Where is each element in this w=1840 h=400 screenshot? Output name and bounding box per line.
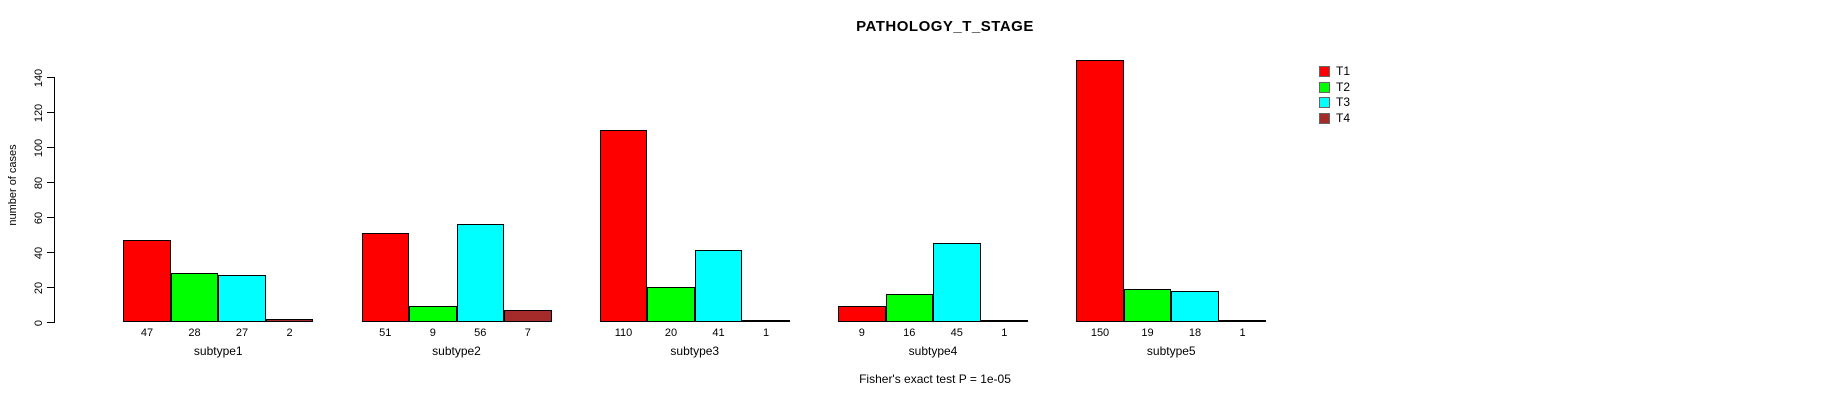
legend-label-T3: T3 (1336, 95, 1351, 110)
legend-swatch-T4 (1319, 113, 1330, 125)
legend-label-T1: T1 (1336, 64, 1351, 79)
bar-T4-subtype4 (980, 320, 1028, 323)
bar-value-label: 110 (614, 327, 633, 339)
bar-T2-subtype2 (409, 306, 457, 322)
bar-T4-subtype1 (265, 318, 314, 322)
bar-T2-subtype3 (647, 287, 695, 322)
bar-value-label: 41 (712, 327, 725, 339)
legend-label-T4: T4 (1336, 111, 1351, 126)
bar-T4-subtype2 (504, 309, 552, 322)
legend-swatch-T3 (1319, 97, 1330, 109)
bar-value-label: 9 (858, 327, 865, 339)
legend: T1 T2 T3 T4 (1319, 64, 1350, 126)
bar-value-label: 1 (762, 327, 770, 339)
bar-T2-subtype5 (1123, 288, 1172, 322)
bar-T1-subtype4 (838, 306, 886, 322)
legend-label-T2: T2 (1336, 79, 1351, 94)
y-tick-mark (47, 112, 54, 113)
y-tick-label: 0 (33, 319, 45, 326)
category-label-subtype4: subtype4 (908, 344, 958, 358)
bar-T1-subtype1 (123, 239, 171, 322)
y-tick-label: 100 (33, 138, 45, 157)
y-tick-label: 20 (33, 281, 45, 294)
bar-value-label: 45 (950, 327, 963, 339)
category-label-subtype5: subtype5 (1146, 344, 1196, 358)
y-tick-mark (47, 287, 54, 288)
bar-T2-subtype1 (170, 273, 219, 322)
category-label-subtype1: subtype1 (193, 344, 243, 358)
y-tick-label: 60 (33, 211, 45, 224)
legend-item-T4: T4 (1319, 111, 1350, 127)
bar-T4-subtype3 (742, 320, 790, 323)
legend-item-T1: T1 (1319, 64, 1350, 80)
y-tick-mark (47, 182, 54, 183)
y-tick-label: 140 (33, 68, 45, 87)
bar-value-label: 56 (474, 327, 487, 339)
bar-T4-subtype5 (1218, 320, 1267, 323)
annotation-fisher-test: Fisher's exact test P = 1e-05 (859, 372, 1011, 386)
y-tick-label: 80 (33, 176, 45, 189)
bar-T3-subtype4 (933, 243, 981, 322)
bar-value-label: 28 (188, 327, 201, 339)
legend-item-T2: T2 (1319, 80, 1350, 96)
bar-T2-subtype4 (885, 294, 933, 322)
category-label-subtype2: subtype2 (432, 344, 481, 358)
bar-value-label: 7 (524, 327, 531, 339)
bar-value-label: 1 (1239, 327, 1246, 339)
bar-value-label: 16 (903, 327, 916, 339)
bar-value-label: 47 (140, 327, 154, 339)
bar-value-label: 9 (429, 327, 436, 339)
bar-T3-subtype1 (218, 274, 266, 322)
bar-value-label: 19 (1141, 327, 1154, 339)
bar-value-label: 18 (1188, 327, 1202, 339)
bar-value-label: 150 (1090, 327, 1110, 339)
bar-value-label: 2 (286, 327, 293, 339)
bar-T1-subtype3 (599, 129, 648, 322)
category-label-subtype3: subtype3 (670, 344, 720, 358)
y-axis-label: number of cases (7, 144, 19, 226)
bar-value-label: 27 (235, 327, 249, 339)
bar-value-label: 20 (664, 327, 678, 339)
bar-T1-subtype5 (1076, 59, 1124, 322)
y-tick-label: 120 (33, 103, 45, 122)
y-tick-mark (47, 77, 54, 78)
y-tick-mark (47, 147, 54, 148)
y-tick-label: 40 (33, 246, 45, 259)
bar-T1-subtype2 (361, 232, 409, 322)
bar-value-label: 1 (1001, 327, 1008, 339)
bar-T3-subtype2 (456, 224, 504, 322)
chart-title: PATHOLOGY_T_STAGE (856, 18, 1034, 35)
legend-item-T3: T3 (1319, 95, 1350, 111)
bar-T3-subtype5 (1171, 290, 1219, 322)
y-axis-line (54, 77, 55, 323)
legend-swatch-T1 (1319, 66, 1330, 78)
bar-T3-subtype3 (694, 250, 743, 322)
bar-value-label: 51 (379, 327, 392, 339)
y-tick-mark (47, 322, 54, 323)
legend-swatch-T2 (1319, 81, 1330, 93)
y-tick-mark (47, 217, 54, 218)
y-tick-mark (47, 252, 54, 253)
